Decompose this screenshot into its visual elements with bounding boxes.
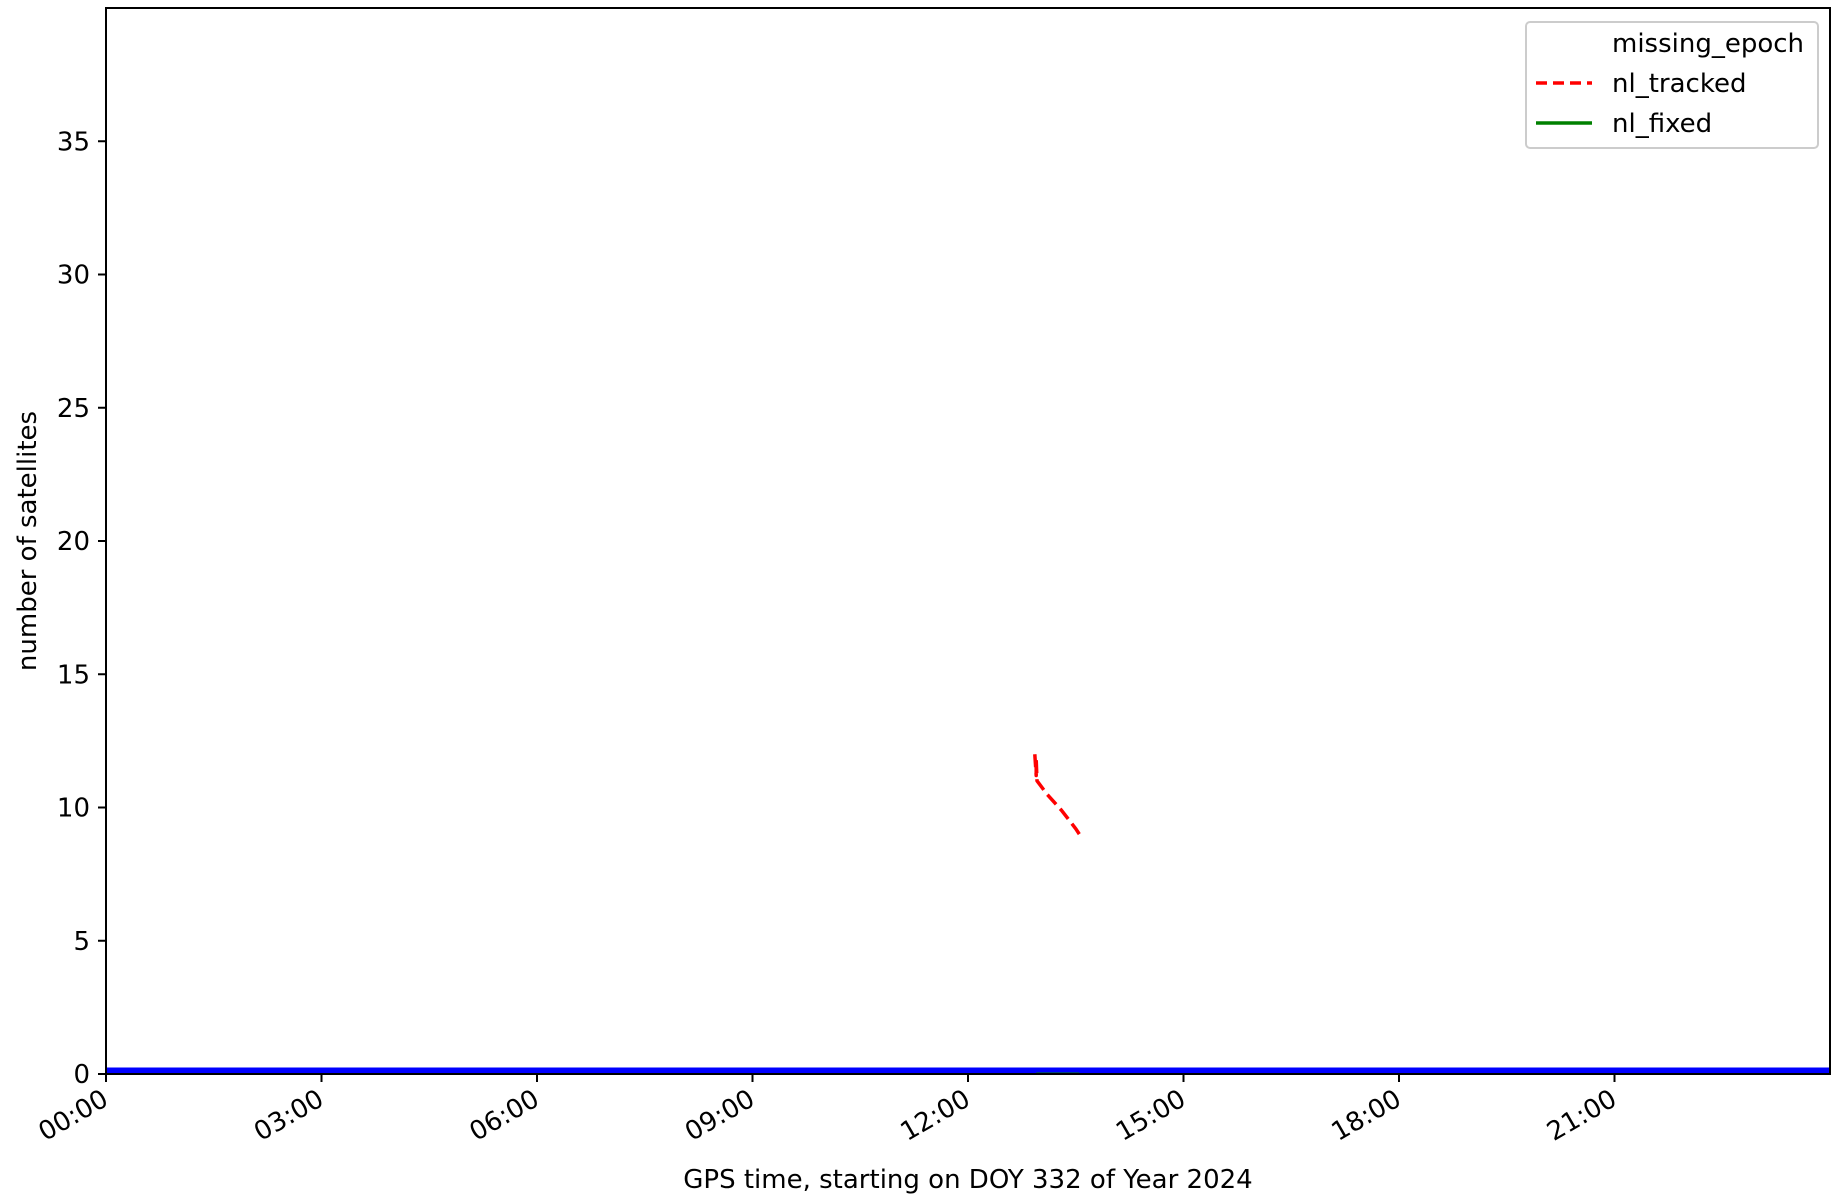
y-tick-label: 35 (57, 127, 90, 157)
y-tick-label: 25 (57, 394, 90, 424)
legend-label-nl-tracked: nl_tracked (1612, 69, 1746, 99)
y-axis-label: number of satellites (13, 411, 43, 671)
y-tick-label: 20 (57, 527, 90, 557)
y-axis: 0 5 10 15 20 25 30 35 (57, 127, 106, 1090)
y-tick-label: 0 (73, 1060, 90, 1090)
y-tick-label: 30 (57, 261, 90, 291)
y-tick-label: 5 (73, 927, 90, 957)
x-axis-label: GPS time, starting on DOY 332 of Year 20… (683, 1165, 1252, 1195)
legend-box (1525, 21, 1819, 149)
legend: missing_epoch nl_tracked nl_fixed (1525, 21, 1819, 149)
series-nl-tracked-line (1033, 754, 1081, 836)
y-tick-label: 15 (57, 660, 90, 690)
legend-label-missing-epoch: missing_epoch (1612, 29, 1804, 59)
y-tick-label: 10 (57, 794, 90, 824)
legend-label-nl-fixed: nl_fixed (1612, 109, 1712, 139)
series-layer (106, 754, 1830, 1074)
